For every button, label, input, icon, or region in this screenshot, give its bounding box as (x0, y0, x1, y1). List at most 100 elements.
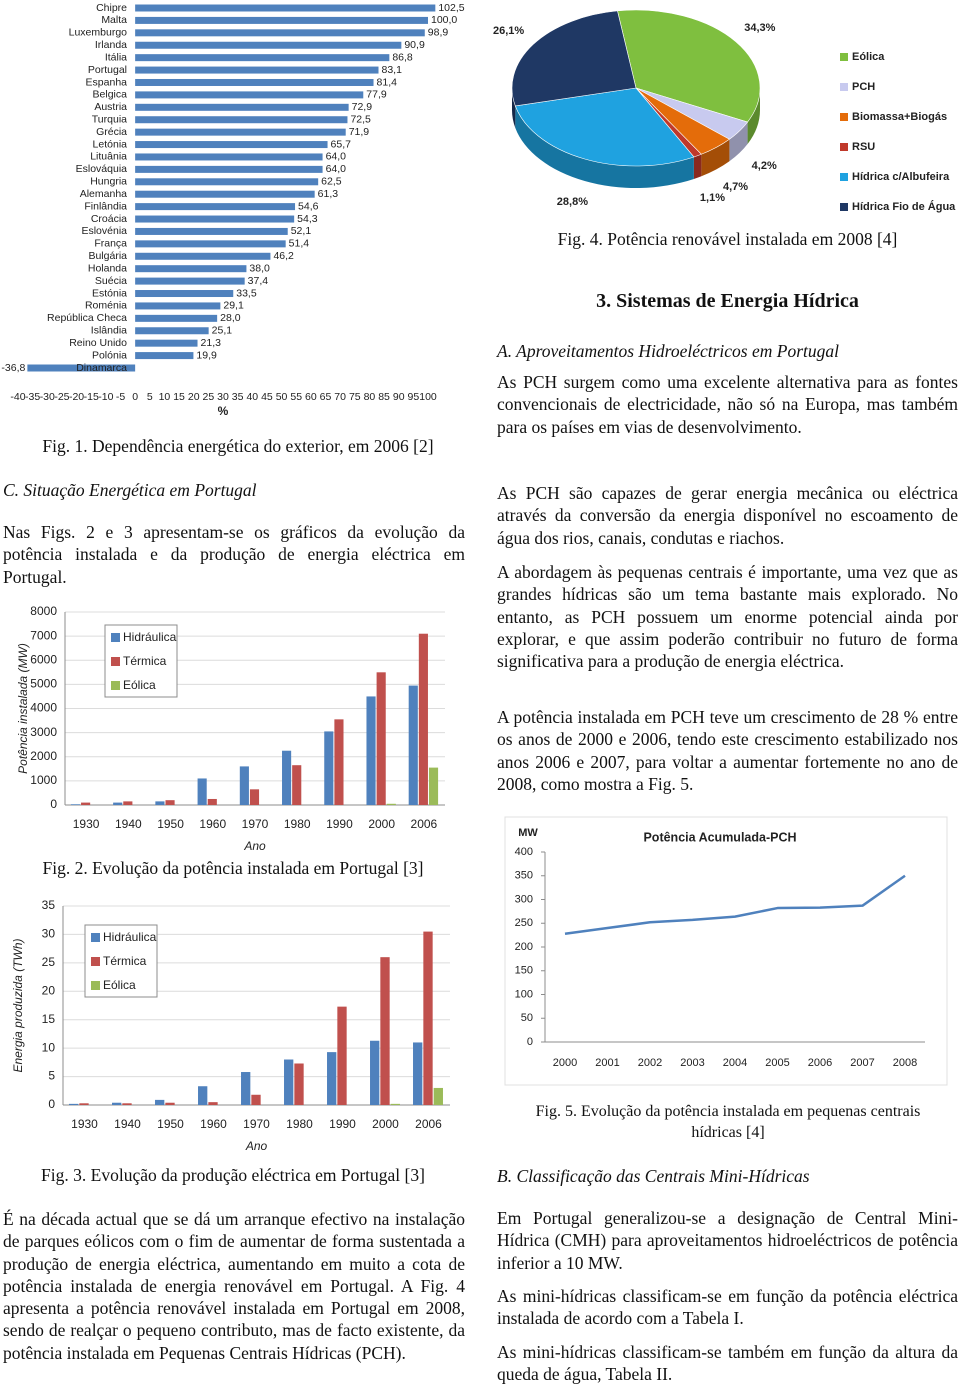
chart-title: Potência Acumulada-PCH (643, 830, 796, 844)
x-tick-label: 5 (147, 391, 153, 403)
legend-swatch (111, 657, 120, 666)
x-tick-label: 85 (378, 391, 390, 403)
x-tick-label: 1940 (114, 1117, 141, 1131)
category-label: Eslovénia (81, 225, 127, 237)
x-tick-label: 2006 (411, 817, 438, 831)
x-tick-label: -40 (10, 391, 25, 403)
category-label: Belgica (93, 89, 128, 101)
paragraph: As PCH surgem como uma excelente alterna… (497, 372, 958, 437)
bar (249, 789, 260, 805)
x-tick-label: 50 (276, 391, 288, 403)
x-tick-label: 90 (393, 391, 405, 403)
bar (81, 802, 91, 805)
bar (370, 1040, 380, 1105)
legend-swatch (840, 203, 848, 211)
legend-swatch (840, 83, 848, 91)
bar (207, 798, 217, 805)
y-tick-label: 5 (48, 1069, 55, 1083)
value-label: 77,9 (366, 89, 387, 101)
x-tick-label: 2003 (680, 1057, 704, 1069)
x-tick-label: 1960 (200, 1117, 227, 1131)
category-label: Malta (101, 14, 127, 26)
y-tick-label: 400 (515, 846, 533, 858)
value-label: 4,2% (752, 160, 777, 172)
value-label: 72,9 (352, 101, 373, 113)
bar (135, 16, 428, 24)
legend-label: Eólica (123, 678, 156, 692)
bar (135, 29, 425, 37)
x-tick-label: 70 (334, 391, 346, 403)
x-tick-label: 2007 (850, 1057, 874, 1069)
x-tick-label: 1980 (286, 1117, 313, 1131)
category-label: Lituânia (90, 151, 127, 163)
x-tick-label: 1980 (284, 817, 311, 831)
bar (113, 802, 123, 805)
x-tick-label: 2008 (893, 1057, 917, 1069)
bar (135, 215, 295, 223)
x-tick-label: 2000 (368, 817, 395, 831)
value-label: 62,5 (321, 176, 342, 188)
bar (135, 165, 323, 173)
y-tick-label: 10 (42, 1040, 56, 1054)
x-tick-label: 2000 (553, 1057, 577, 1069)
bar (123, 801, 133, 805)
bar (135, 178, 319, 186)
category-label: Grécia (96, 126, 127, 138)
figure-caption: Fig. 1. Dependência energética do exteri… (42, 436, 434, 456)
paragraph: As PCH são capazes de gerar energia mecâ… (497, 483, 958, 548)
legend-swatch (91, 981, 100, 990)
value-label: 37,4 (248, 275, 269, 287)
bar (376, 672, 386, 805)
bar (324, 731, 334, 805)
value-label: 90,9 (404, 39, 425, 51)
bar (366, 696, 376, 805)
y-tick-label: 250 (515, 917, 533, 929)
bar (413, 1042, 423, 1105)
x-tick-label: 55 (290, 391, 302, 403)
bar (197, 778, 207, 805)
bar (69, 1103, 79, 1105)
category-label: Dinamarca (76, 362, 127, 374)
category-label: Polónia (92, 349, 127, 361)
bar (135, 277, 245, 285)
category-label: Holanda (88, 262, 127, 274)
y-tick-label: 0 (48, 1097, 55, 1111)
bar (135, 290, 234, 298)
line (564, 874, 906, 935)
bar (135, 128, 346, 136)
category-label: Chipre (96, 2, 127, 14)
x-axis-label: Ano (245, 1139, 268, 1153)
x-tick-label: 2005 (765, 1057, 789, 1069)
x-tick-label: 95 (408, 391, 420, 403)
legend-label: Hídrica Fio de Água (852, 200, 956, 213)
bar (135, 302, 221, 310)
paragraph: A abordagem às pequenas centrais é impor… (497, 562, 958, 672)
value-label: 38,0 (249, 262, 270, 274)
x-tick-label: 100 (419, 391, 437, 403)
paragraph: Em Portugal generalizou-se a designação … (497, 1208, 958, 1273)
category-label: Portugal (88, 64, 127, 76)
category-label: Reino Unido (69, 337, 127, 349)
bar (165, 800, 175, 805)
bar (334, 719, 344, 805)
bar (208, 1102, 218, 1105)
bar (135, 116, 348, 124)
legend-swatch (840, 113, 848, 121)
category-label: Suécia (95, 275, 127, 287)
x-tick-label: 1930 (71, 1117, 98, 1131)
value-label: 26,1% (493, 25, 524, 37)
legend-label: Hidráulica (123, 630, 177, 644)
category-label: Eslováquia (76, 163, 128, 175)
y-tick-label: 350 (515, 870, 533, 882)
value-label: 98,9 (428, 27, 449, 39)
y-tick-label: 150 (515, 965, 533, 977)
category-label: Croácia (91, 213, 127, 225)
bar (135, 327, 209, 335)
pie-slice (617, 9, 761, 123)
paragraph: As mini-hídricas classificam-se também e… (497, 1342, 958, 1385)
bar (155, 801, 165, 805)
category-label: República Checa (47, 312, 127, 324)
bar (239, 766, 249, 805)
figure-caption: Fig. 5. Evolução da potência instalada e… (535, 1103, 921, 1141)
value-label: 28,0 (220, 312, 241, 324)
